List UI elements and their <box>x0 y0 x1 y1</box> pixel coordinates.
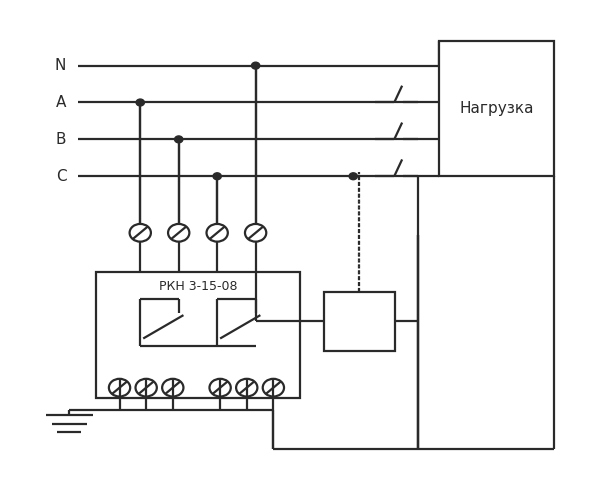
Text: A: A <box>56 95 66 110</box>
Text: РКН 3-15-08: РКН 3-15-08 <box>158 280 237 293</box>
Text: B: B <box>56 132 66 147</box>
Text: C: C <box>56 169 66 184</box>
Bar <box>96 272 300 398</box>
Circle shape <box>213 173 221 180</box>
Text: N: N <box>55 58 66 73</box>
Bar <box>439 41 554 176</box>
Circle shape <box>136 99 145 106</box>
Bar <box>323 292 395 351</box>
Text: Нагрузка: Нагрузка <box>460 101 534 116</box>
Circle shape <box>175 136 183 143</box>
Circle shape <box>251 62 260 69</box>
Circle shape <box>349 173 358 180</box>
